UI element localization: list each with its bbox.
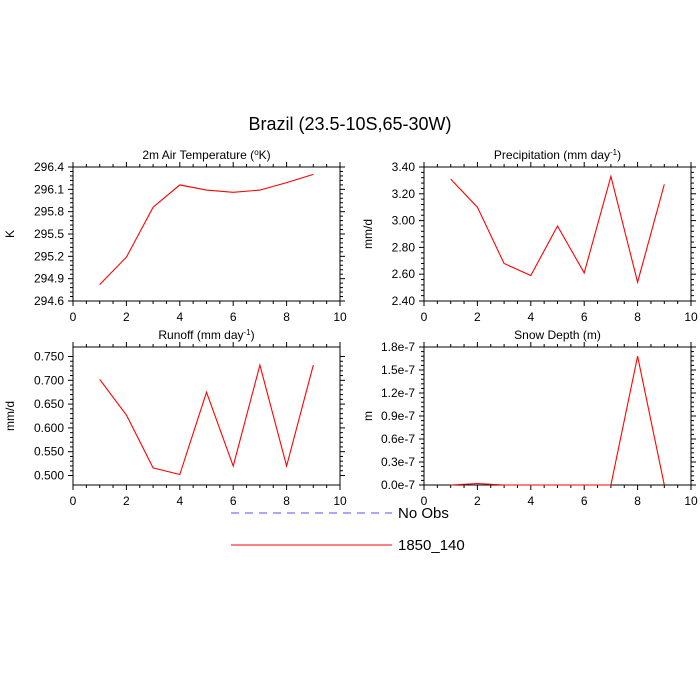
panel-title: 2m Air Temperature (oK) — [142, 148, 270, 163]
y-tick-label: 2.80 — [392, 240, 416, 254]
plot-frame — [72, 166, 341, 302]
y-tick-label: 3.20 — [392, 187, 416, 201]
panel-1: 2m Air Temperature (oK) 0 2 4 6 8 10 294.6 294.9… — [3, 148, 347, 325]
x-tick-label: 6 — [230, 494, 237, 508]
y-tick-label: 0.6e-7 — [381, 432, 415, 446]
y-tick-label: 1.2e-7 — [381, 386, 415, 400]
x-tick-label: 6 — [581, 494, 588, 508]
x-tick-label: 10 — [684, 494, 698, 508]
legend-label: 1850_140 — [398, 537, 465, 554]
plot-frame — [423, 346, 692, 486]
x-tick-label: 10 — [333, 494, 347, 508]
y-axis-label: m — [361, 411, 375, 421]
x-tick-label: 6 — [581, 310, 588, 324]
x-tick-label: 2 — [474, 310, 481, 324]
x-tick-label: 8 — [283, 494, 290, 508]
y-tick-label: 0.750 — [34, 350, 64, 364]
legend-label: No Obs — [398, 505, 449, 522]
y-tick-label: 2.60 — [392, 267, 416, 281]
y-tick-label: 294.6 — [34, 294, 64, 308]
y-tick-label: 295.2 — [34, 249, 64, 263]
x-tick-label: 10 — [684, 310, 698, 324]
x-tick-label: 8 — [634, 310, 641, 324]
x-tick-label: 0 — [421, 494, 428, 508]
series-line — [99, 173, 314, 285]
x-tick-label: 4 — [527, 494, 534, 508]
panel-title: Precipitation (mm day-1) — [494, 148, 621, 163]
y-tick-label: 2.40 — [392, 294, 416, 308]
y-axis-label: mm/d — [361, 219, 375, 249]
panel-2: Precipitation (mm day-1) 0 2 4 6 8 10 2.40 2.60 2… — [361, 148, 698, 325]
x-tick-label: 2 — [123, 310, 130, 324]
x-tick-label: 4 — [527, 310, 534, 324]
series-line — [450, 356, 665, 486]
x-tick-label: 0 — [70, 310, 77, 324]
x-tick-label: 2 — [474, 494, 481, 508]
x-tick-label: 4 — [176, 310, 183, 324]
y-tick-label: 296.1 — [34, 182, 64, 196]
y-tick-label: 0.600 — [34, 421, 64, 435]
series-line — [99, 362, 314, 476]
panel-4: Snow Depth (m) 0 2 4 6 8 10 0.0e-7 0.3e-7 0.6e-7 0… — [361, 328, 698, 508]
x-tick-label: 4 — [176, 494, 183, 508]
y-tick-label: 295.8 — [34, 205, 64, 219]
y-axis-label: mm/d — [3, 401, 17, 431]
y-tick-label: 0.9e-7 — [381, 409, 415, 423]
y-tick-label: 3.40 — [392, 160, 416, 174]
x-tick-label: 8 — [634, 494, 641, 508]
x-tick-label: 10 — [333, 310, 347, 324]
panels: 2m Air Temperature (oK) 0 2 4 6 8 10 294.6 294.9… — [3, 148, 698, 509]
y-tick-label: 0.0e-7 — [381, 478, 415, 492]
y-tick-label: 0.550 — [34, 445, 64, 459]
x-tick-label: 2 — [123, 494, 130, 508]
x-tick-label: 6 — [230, 310, 237, 324]
x-tick-label: 8 — [283, 310, 290, 324]
legend: No Obs 1850_140 — [231, 505, 465, 554]
y-tick-label: 0.3e-7 — [381, 455, 415, 469]
y-tick-label: 296.4 — [34, 160, 64, 174]
x-tick-label: 0 — [70, 494, 77, 508]
y-tick-label: 1.8e-7 — [381, 340, 415, 354]
y-tick-label: 0.500 — [34, 468, 64, 482]
y-tick-label: 1.5e-7 — [381, 363, 415, 377]
y-tick-label: 294.9 — [34, 272, 64, 286]
panel-title: Snow Depth (m) — [514, 328, 601, 342]
figure-title: Brazil (23.5-10S,65-30W) — [248, 114, 451, 134]
y-axis-label: K — [3, 230, 17, 238]
x-tick-label: 0 — [421, 310, 428, 324]
series-line — [450, 174, 665, 285]
y-tick-label: 0.650 — [34, 397, 64, 411]
panel-title: Runoff (mm day-1) — [158, 328, 254, 343]
y-tick-label: 295.5 — [34, 227, 64, 241]
panel-3: Runoff (mm day-1) 0 2 4 6 8 10 0.500 0.550 0.600 0… — [3, 328, 347, 509]
y-tick-label: 0.700 — [34, 373, 64, 387]
y-tick-label: 3.00 — [392, 214, 416, 228]
